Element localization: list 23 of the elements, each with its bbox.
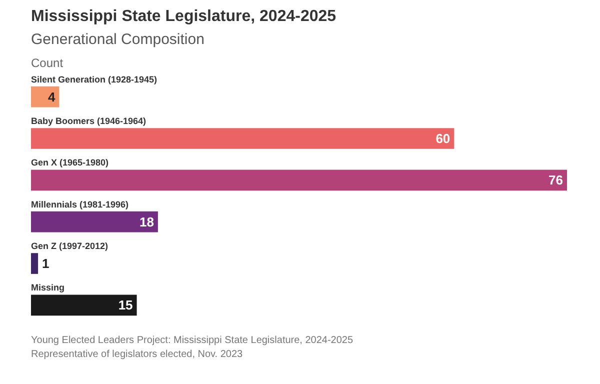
y-tick-label: Gen X (1965-1980) — [31, 158, 109, 168]
y-tick-label: Missing — [31, 282, 65, 293]
chart-subtitle: Generational Composition — [31, 31, 204, 48]
chart-title: Mississippi State Legislature, 2024-2025 — [31, 8, 336, 26]
text: Young Elected Leaders Project: Mississippi State Legislature, 2024-2025 — [31, 334, 354, 348]
data-label: 76 — [548, 172, 563, 188]
bar — [31, 294, 137, 316]
data-label: 15 — [118, 298, 133, 313]
y-tick-label: Gen Z (1997-2012) — [31, 241, 108, 252]
y-tick-label: Silent Generation (1928-1945) — [31, 74, 158, 84]
bar — [31, 128, 454, 149]
data-label: 4 — [48, 89, 56, 104]
y-tick-label: Baby Boomers (1946-1964) — [31, 116, 146, 126]
data-label: 1 — [42, 256, 50, 272]
bar — [31, 253, 38, 274]
text: Representative of legislators elected, Nov. 2023 — [31, 348, 244, 362]
y-tick-label: Millennials (1981-1996) — [31, 199, 129, 210]
bar — [31, 86, 60, 108]
data-label: 60 — [436, 131, 450, 146]
bar — [31, 170, 567, 191]
x-axis-title: Count — [31, 56, 64, 70]
bar — [31, 211, 158, 232]
data-label: 18 — [139, 214, 154, 230]
